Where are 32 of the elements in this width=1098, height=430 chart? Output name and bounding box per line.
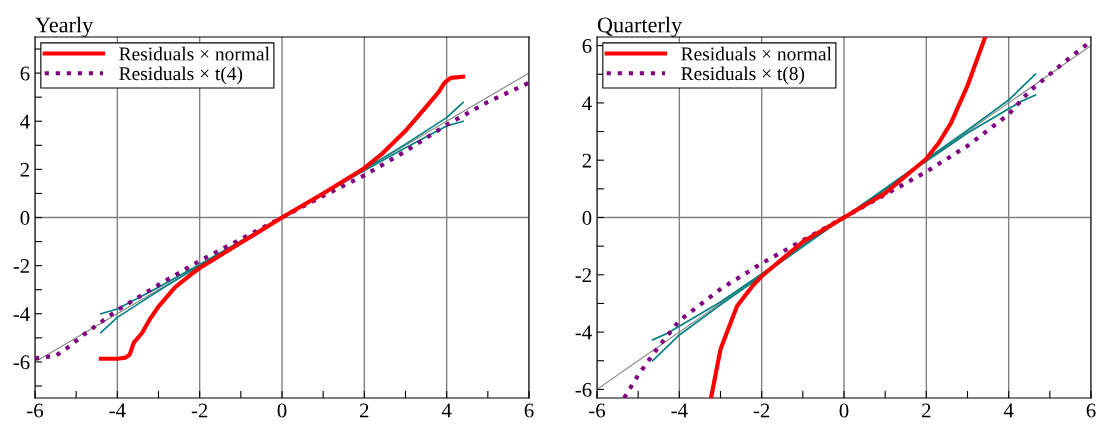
x-tick-label: 6 bbox=[524, 403, 534, 418]
x-tick-label: 0 bbox=[277, 403, 287, 418]
y-tick-label: -6 bbox=[575, 382, 592, 397]
x-tick-label: 4 bbox=[441, 403, 452, 418]
chart-title: Yearly bbox=[35, 16, 94, 37]
x-tick-label: -2 bbox=[191, 403, 208, 418]
y-tick-label: 6 bbox=[582, 39, 592, 54]
y-tick-label: -4 bbox=[575, 325, 592, 340]
y-tick-label: 4 bbox=[582, 96, 592, 111]
x-tick-label: -2 bbox=[753, 403, 770, 418]
x-tick-label: 0 bbox=[839, 403, 849, 418]
x-tick-label: -4 bbox=[109, 403, 126, 418]
x-tick-label: 2 bbox=[360, 403, 369, 418]
y-tick-label: -2 bbox=[13, 259, 29, 273]
y-tick-label: 0 bbox=[582, 210, 592, 225]
chart-title: Quarterly bbox=[597, 16, 683, 37]
y-tick-label: 2 bbox=[20, 162, 29, 177]
x-tick-label: 6 bbox=[1086, 403, 1096, 418]
y-tick-label: -6 bbox=[13, 355, 30, 370]
y-tick-label: 0 bbox=[20, 210, 30, 225]
legend-label: Residuals × t(8) bbox=[681, 66, 805, 85]
y-tick-label: 2 bbox=[582, 153, 591, 168]
y-tick-label: -2 bbox=[575, 268, 591, 283]
y-tick-label: 4 bbox=[20, 114, 30, 129]
legend-label: Residuals × normal bbox=[119, 46, 270, 61]
x-tick-label: 2 bbox=[922, 403, 931, 418]
x-tick-label: -4 bbox=[671, 403, 688, 418]
y-tick-label: 6 bbox=[20, 66, 30, 81]
legend-label: Residuals × t(4) bbox=[119, 66, 243, 85]
y-tick-label: -4 bbox=[13, 307, 30, 321]
legend-label: Residuals × normal bbox=[681, 46, 832, 61]
x-tick-label: 4 bbox=[1003, 403, 1014, 418]
